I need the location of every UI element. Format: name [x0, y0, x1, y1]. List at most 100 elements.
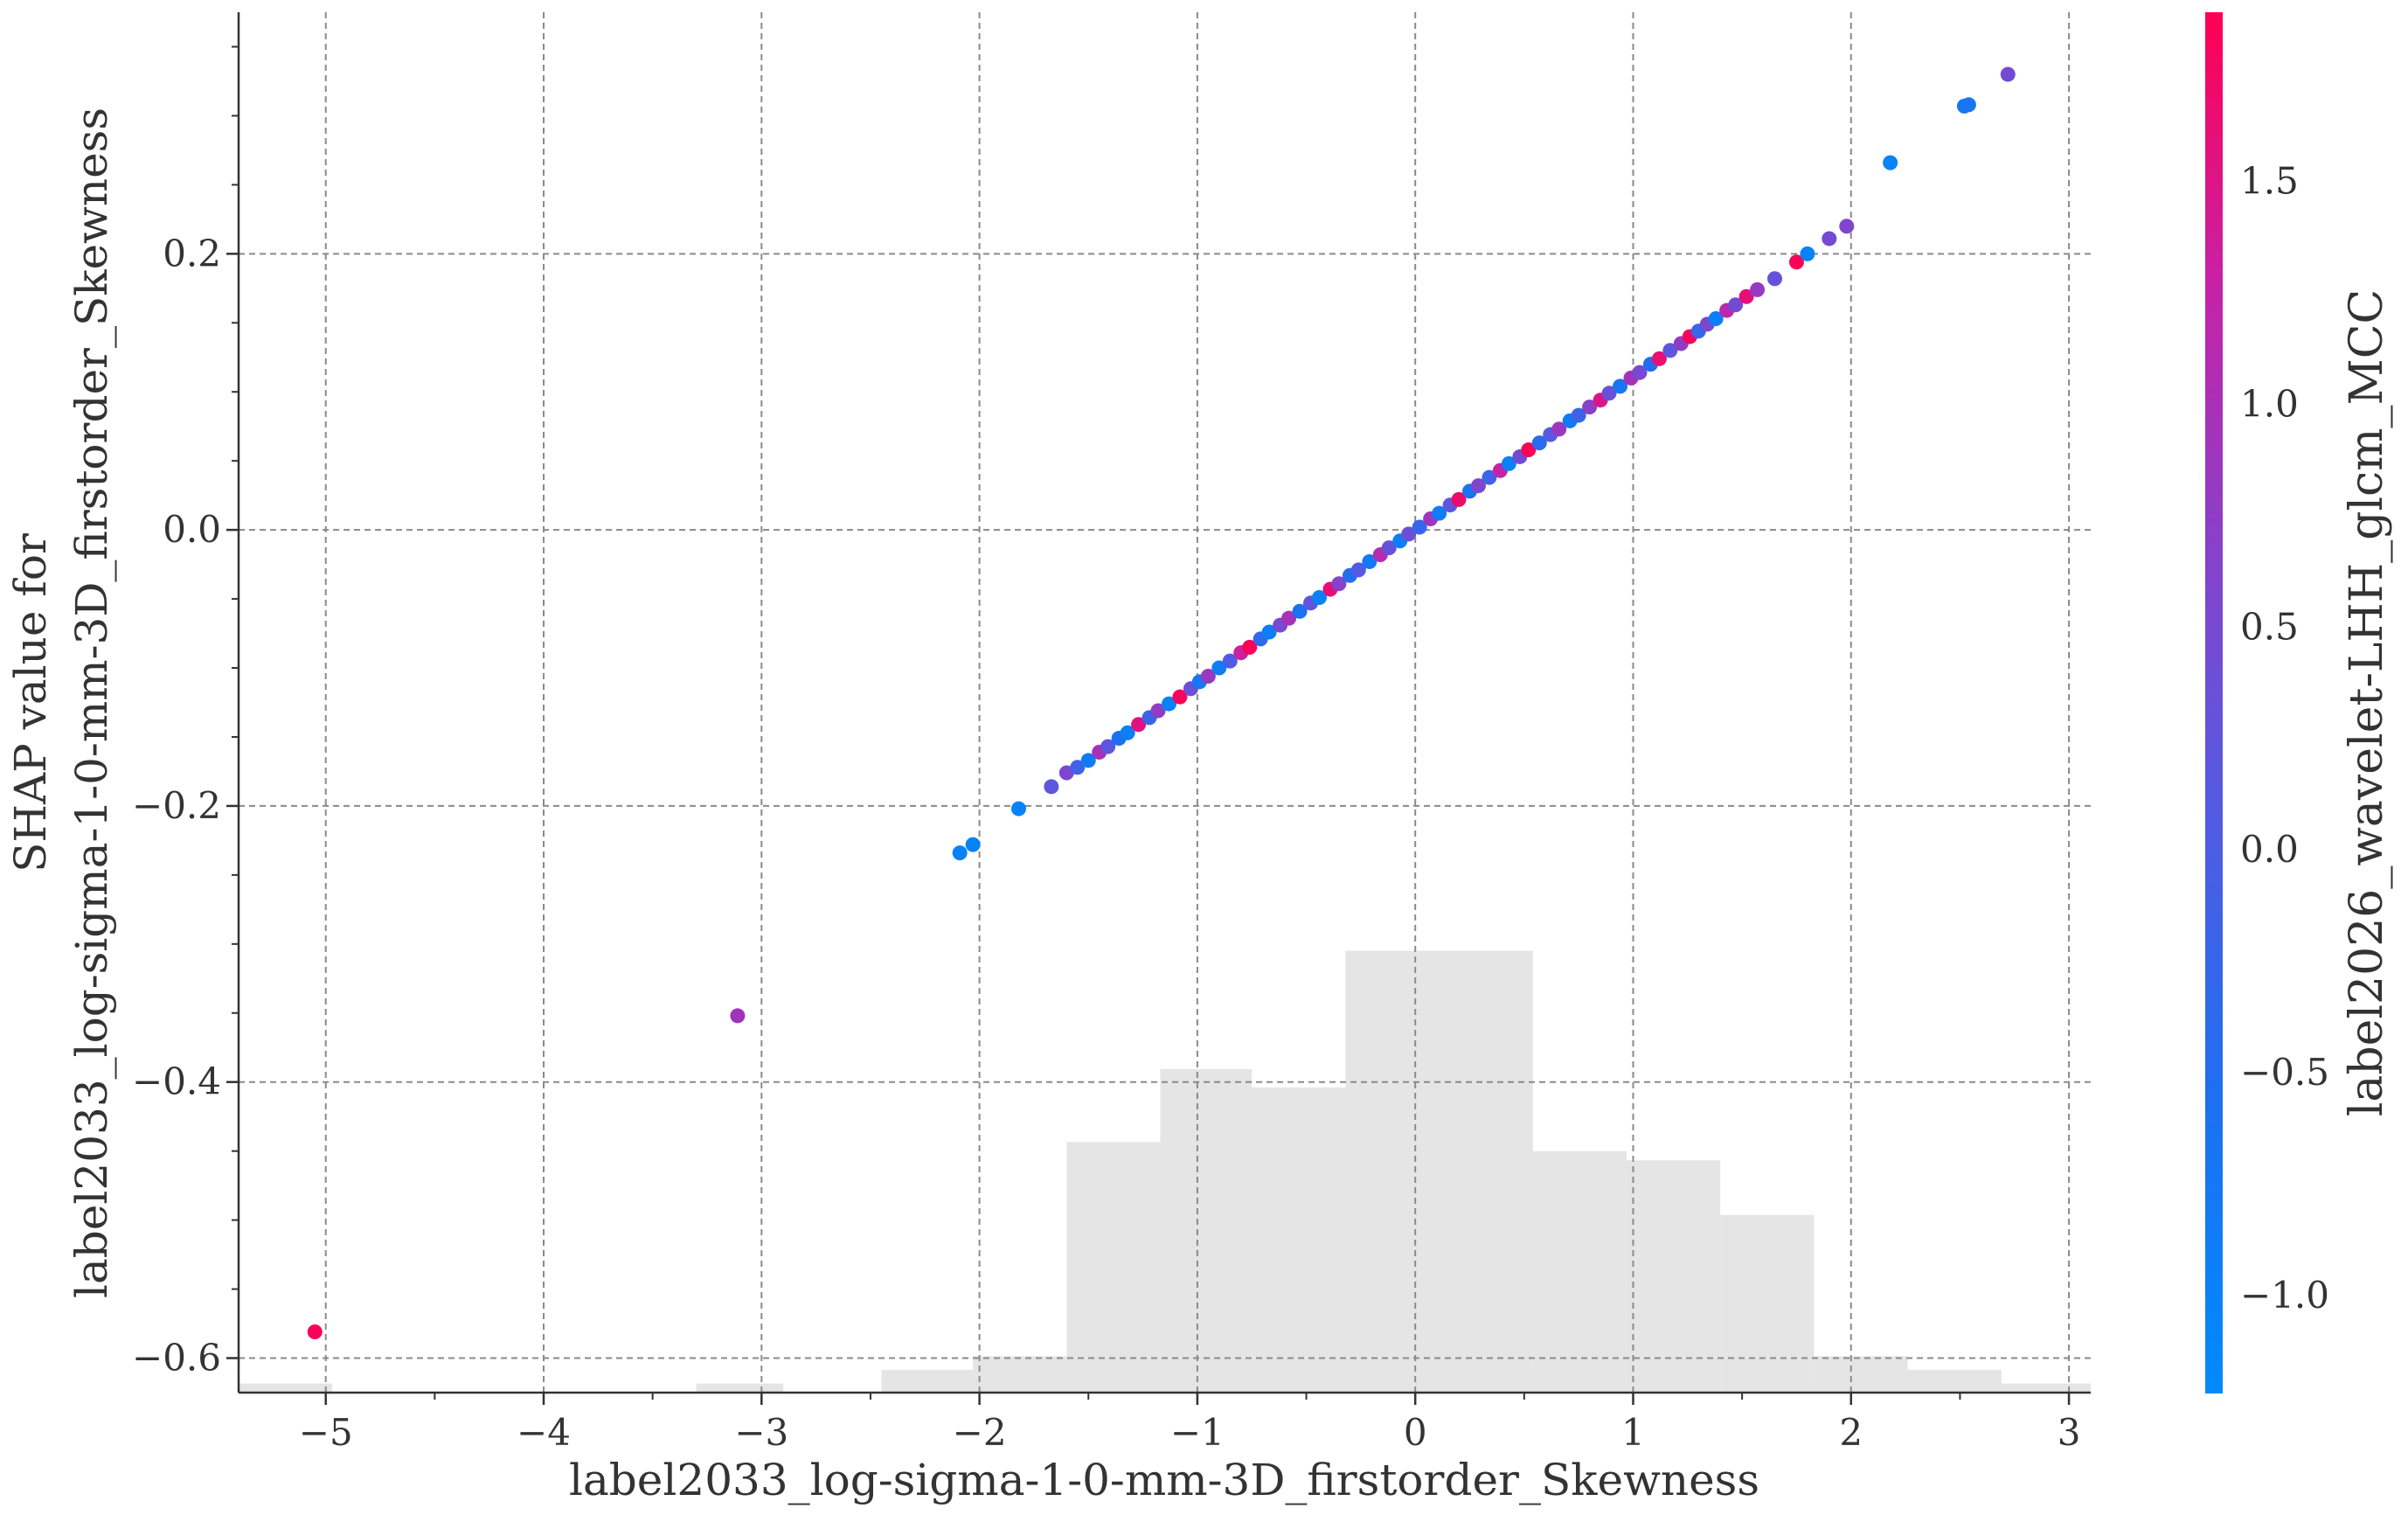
scatter-point [1150, 703, 1166, 719]
scatter-point [1662, 343, 1678, 358]
scatter-point [1010, 801, 1026, 817]
scatter-point [1501, 455, 1516, 471]
scatter-point [1601, 386, 1617, 401]
scatter-point [1100, 739, 1116, 754]
colorbar-tick-label: 0.0 [2240, 828, 2299, 871]
scatter-point [307, 1324, 323, 1340]
scatter-point [1521, 442, 1537, 458]
scatter-point [1242, 639, 1258, 655]
axes [237, 12, 2091, 1394]
scatter-point [1470, 478, 1486, 494]
scatter-point [1432, 505, 1447, 521]
x-tick-label: 1 [1621, 1411, 1645, 1454]
scatter-point [1311, 589, 1327, 605]
colorbar-tick-label: −0.5 [2240, 1051, 2329, 1094]
x-axis-title: label2033_log-sigma-1-0-mm-3D_firstorder… [569, 1455, 1759, 1505]
scatter-point [952, 845, 968, 861]
y-tick-label: −0.4 [132, 1060, 221, 1103]
scatter-point [1172, 689, 1188, 705]
y-axis-title-line-1: SHAP value for [5, 533, 56, 872]
histogram-bar [1160, 1069, 1253, 1393]
scatter-points [307, 66, 2016, 1340]
scatter-point [2000, 66, 2016, 82]
y-ticks: −0.6 −0.4 −0.2 0.0 0.2 [132, 45, 239, 1380]
scatter-point [1222, 653, 1238, 669]
histogram-bar [1066, 1142, 1161, 1393]
scatter-point [1292, 603, 1308, 619]
scatter-point [1381, 540, 1397, 556]
x-tick-label: 3 [2058, 1411, 2081, 1454]
colorbar-tick-label: 0.5 [2240, 605, 2299, 648]
scatter-point [1070, 760, 1086, 775]
scatter-point [1080, 753, 1096, 768]
scatter-point [1211, 660, 1227, 676]
histogram-bar [696, 1383, 784, 1393]
x-tick-label: −3 [734, 1411, 788, 1454]
histogram-bar [1814, 1356, 1908, 1393]
histogram-bar [1345, 950, 1533, 1393]
scatter-point [1482, 469, 1497, 485]
scatter-point [1362, 553, 1377, 569]
histogram-bar [881, 1369, 974, 1393]
scatter-point [1331, 576, 1347, 592]
scatter-point [1261, 624, 1277, 640]
colorbar-tick-label: −1.0 [2240, 1274, 2329, 1317]
scatter-point [1960, 97, 1976, 113]
scatter-point [1738, 288, 1754, 304]
y-tick-label: 0.2 [163, 232, 221, 275]
x-tick-label: −1 [1170, 1411, 1225, 1454]
colorbar-gradient [2205, 12, 2223, 1393]
y-tick-label: −0.2 [132, 784, 221, 827]
scatter-point [1728, 297, 1744, 313]
scatter-point [1120, 725, 1135, 740]
scatter-point [1451, 491, 1467, 507]
colorbar-tick-label: 1.5 [2240, 160, 2299, 203]
scatter-point [1883, 155, 1898, 170]
scatter-point [1571, 407, 1586, 423]
x-tick-label: 0 [1404, 1411, 1427, 1454]
histogram-bar [1252, 1087, 1346, 1393]
scatter-point [1281, 610, 1297, 626]
scatter-point [1551, 421, 1567, 437]
x-tick-label: −5 [299, 1411, 353, 1454]
scatter-point [1350, 562, 1366, 578]
y-axis-title-line-2: label2033_log-sigma-1-0-mm-3D_firstorder… [66, 108, 117, 1298]
scatter-point [1613, 379, 1628, 394]
histogram-bar [2001, 1383, 2091, 1393]
scatter-point [1161, 696, 1176, 712]
histogram-bar [1532, 1150, 1627, 1393]
colorbar-ticks: −1.0 −0.5 0.0 0.5 1.0 1.5 [2240, 160, 2329, 1317]
scatter-point [1412, 519, 1427, 535]
scatter-point [1632, 365, 1648, 380]
x-tick-label: 2 [1839, 1411, 1863, 1454]
histogram-bar [239, 1383, 333, 1393]
y-tick-label: 0.0 [163, 508, 221, 551]
scatter-point [1767, 271, 1783, 287]
x-ticks: −5 −4 −3 −2 −1 0 1 2 3 [299, 1393, 2081, 1454]
scatter-point [1750, 281, 1766, 297]
colorbar-tick-label: 1.0 [2240, 383, 2299, 426]
colorbar-title: label2026_wavelet-LHH_glcm_MCC [2341, 289, 2393, 1117]
scatter-point [1200, 668, 1216, 684]
scatter-point [1822, 231, 1837, 247]
grid [239, 12, 2091, 1393]
scatter-point [1582, 400, 1598, 415]
histogram-bar [1627, 1160, 1721, 1393]
scatter-point [1800, 246, 1815, 261]
scatter-point [730, 1008, 746, 1024]
histogram-bar [1720, 1214, 1815, 1393]
scatter-point [1131, 717, 1147, 733]
scatter-point [1044, 779, 1059, 795]
y-tick-label: −0.6 [132, 1337, 221, 1380]
colorbar: −1.0 −0.5 0.0 0.5 1.0 1.5 label2026_wavelet-L… [2205, 12, 2393, 1393]
x-tick-label: −4 [517, 1411, 571, 1454]
scatter-point [1401, 526, 1417, 542]
x-tick-label: −2 [953, 1411, 1007, 1454]
histogram-bar [973, 1356, 1067, 1393]
histogram [239, 950, 2091, 1393]
scatter-point [965, 837, 981, 852]
histogram-bar [1907, 1369, 2002, 1393]
scatter-point [1531, 435, 1547, 451]
scatter-point [1788, 254, 1804, 270]
